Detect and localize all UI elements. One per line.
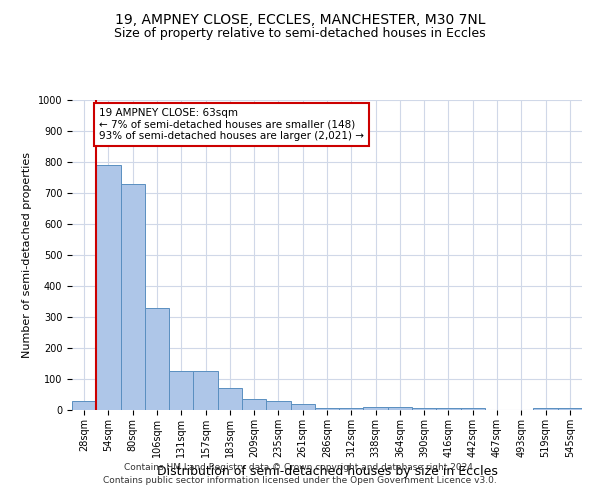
Bar [339, 408, 364, 410]
Bar [364, 406, 388, 410]
Bar [266, 400, 290, 410]
Bar [242, 399, 266, 410]
Text: 19 AMPNEY CLOSE: 63sqm
← 7% of semi-detached houses are smaller (148)
93% of sem: 19 AMPNEY CLOSE: 63sqm ← 7% of semi-deta… [99, 108, 364, 141]
Bar [96, 165, 121, 410]
Bar [72, 400, 96, 410]
Text: Size of property relative to semi-detached houses in Eccles: Size of property relative to semi-detach… [114, 28, 486, 40]
Bar [436, 408, 461, 410]
Bar [290, 404, 315, 410]
Bar [169, 371, 193, 410]
Bar [388, 406, 412, 410]
Text: Contains HM Land Registry data © Crown copyright and database right 2024.
Contai: Contains HM Land Registry data © Crown c… [103, 464, 497, 485]
Y-axis label: Number of semi-detached properties: Number of semi-detached properties [22, 152, 32, 358]
Bar [193, 371, 218, 410]
Bar [558, 408, 582, 410]
Bar [533, 408, 558, 410]
Bar [145, 308, 169, 410]
Text: 19, AMPNEY CLOSE, ECCLES, MANCHESTER, M30 7NL: 19, AMPNEY CLOSE, ECCLES, MANCHESTER, M3… [115, 12, 485, 26]
Bar [121, 184, 145, 410]
Bar [315, 408, 339, 410]
X-axis label: Distribution of semi-detached houses by size in Eccles: Distribution of semi-detached houses by … [157, 466, 497, 478]
Bar [412, 408, 436, 410]
Bar [218, 388, 242, 410]
Bar [461, 408, 485, 410]
